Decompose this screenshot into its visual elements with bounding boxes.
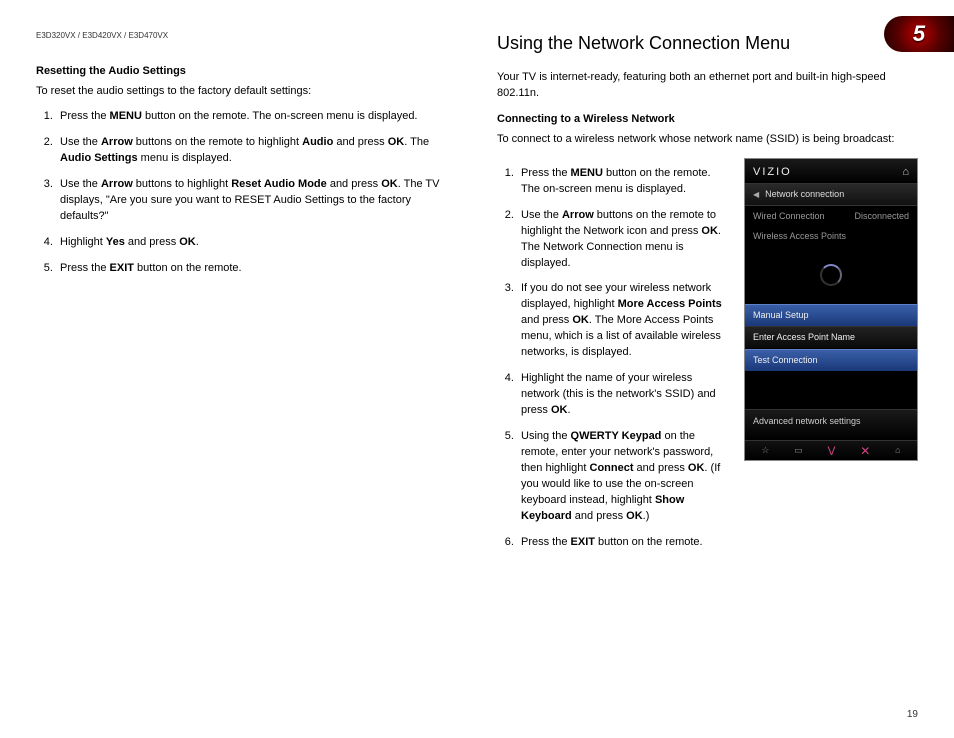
section-title: Using the Network Connection Menu	[497, 30, 918, 56]
left-lead: To reset the audio settings to the facto…	[36, 84, 457, 100]
test-connection-button[interactable]: Test Connection	[745, 349, 917, 371]
list-item: Press the MENU button on the remote. The…	[56, 109, 457, 125]
tv-header: VIZIO ⌂	[745, 159, 917, 183]
chapter-badge: 5	[884, 16, 954, 52]
advanced-settings-button[interactable]: Advanced network settings	[745, 409, 917, 440]
list-item: If you do not see your wireless network …	[517, 281, 730, 361]
right-steps-wrap: Press the MENU button on the remote. The…	[497, 158, 730, 561]
right-lead: To connect to a wireless network whose n…	[497, 132, 918, 148]
list-item: Press the MENU button on the remote. The…	[517, 166, 730, 198]
left-subhead: Resetting the Audio Settings	[36, 64, 457, 80]
right-intro: Your TV is internet-ready, featuring bot…	[497, 70, 918, 102]
right-steps: Press the MENU button on the remote. The…	[497, 166, 730, 551]
right-flex: Press the MENU button on the remote. The…	[497, 158, 918, 561]
page-content: E3D320VX / E3D420VX / E3D470VX Resetting…	[0, 0, 954, 561]
model-line: E3D320VX / E3D420VX / E3D470VX	[36, 30, 457, 42]
tv-wap-label: Wireless Access Points	[745, 227, 917, 246]
list-item: Use the Arrow buttons on the remote to h…	[56, 135, 457, 167]
tv-wired-row[interactable]: Wired Connection Disconnected	[745, 206, 917, 227]
list-item: Press the EXIT button on the remote.	[517, 535, 730, 551]
list-item: Use the Arrow buttons on the remote to h…	[517, 208, 730, 272]
list-item: Use the Arrow buttons to highlight Reset…	[56, 177, 457, 225]
footer-icon[interactable]: V	[828, 445, 836, 457]
tv-nav-title: Network connection	[765, 188, 844, 201]
footer-icon[interactable]: ▭	[794, 444, 803, 457]
right-subhead: Connecting to a Wireless Network	[497, 112, 918, 128]
right-column: Using the Network Connection Menu Your T…	[497, 30, 918, 561]
footer-icon[interactable]: ✕	[860, 445, 870, 457]
tv-nav-row[interactable]: ◀ Network connection	[745, 183, 917, 206]
tv-spinner-area	[745, 246, 917, 304]
list-item: Highlight Yes and press OK.	[56, 235, 457, 251]
tv-footer: ☆ ▭ V ✕ ⌂	[745, 440, 917, 460]
enter-ap-button[interactable]: Enter Access Point Name	[745, 326, 917, 349]
chapter-number: 5	[913, 21, 925, 47]
tv-gap	[745, 371, 917, 409]
tv-brand: VIZIO	[753, 165, 792, 181]
left-column: E3D320VX / E3D420VX / E3D470VX Resetting…	[36, 30, 457, 561]
manual-setup-button[interactable]: Manual Setup	[745, 304, 917, 326]
footer-icon[interactable]: ⌂	[895, 444, 900, 457]
list-item: Press the EXIT button on the remote.	[56, 261, 457, 277]
left-steps: Press the MENU button on the remote. The…	[36, 109, 457, 277]
tv-menu-panel: VIZIO ⌂ ◀ Network connection Wired Conne…	[744, 158, 918, 461]
home-icon[interactable]: ⌂	[902, 165, 909, 181]
list-item: Using the QWERTY Keypad on the remote, e…	[517, 429, 730, 525]
back-arrow-icon[interactable]: ◀	[753, 189, 759, 201]
loading-spinner-icon	[820, 264, 842, 286]
wired-label: Wired Connection	[753, 210, 825, 223]
wired-status: Disconnected	[854, 210, 909, 223]
page-number: 19	[907, 709, 918, 720]
list-item: Highlight the name of your wireless netw…	[517, 371, 730, 419]
footer-icon[interactable]: ☆	[761, 444, 769, 457]
